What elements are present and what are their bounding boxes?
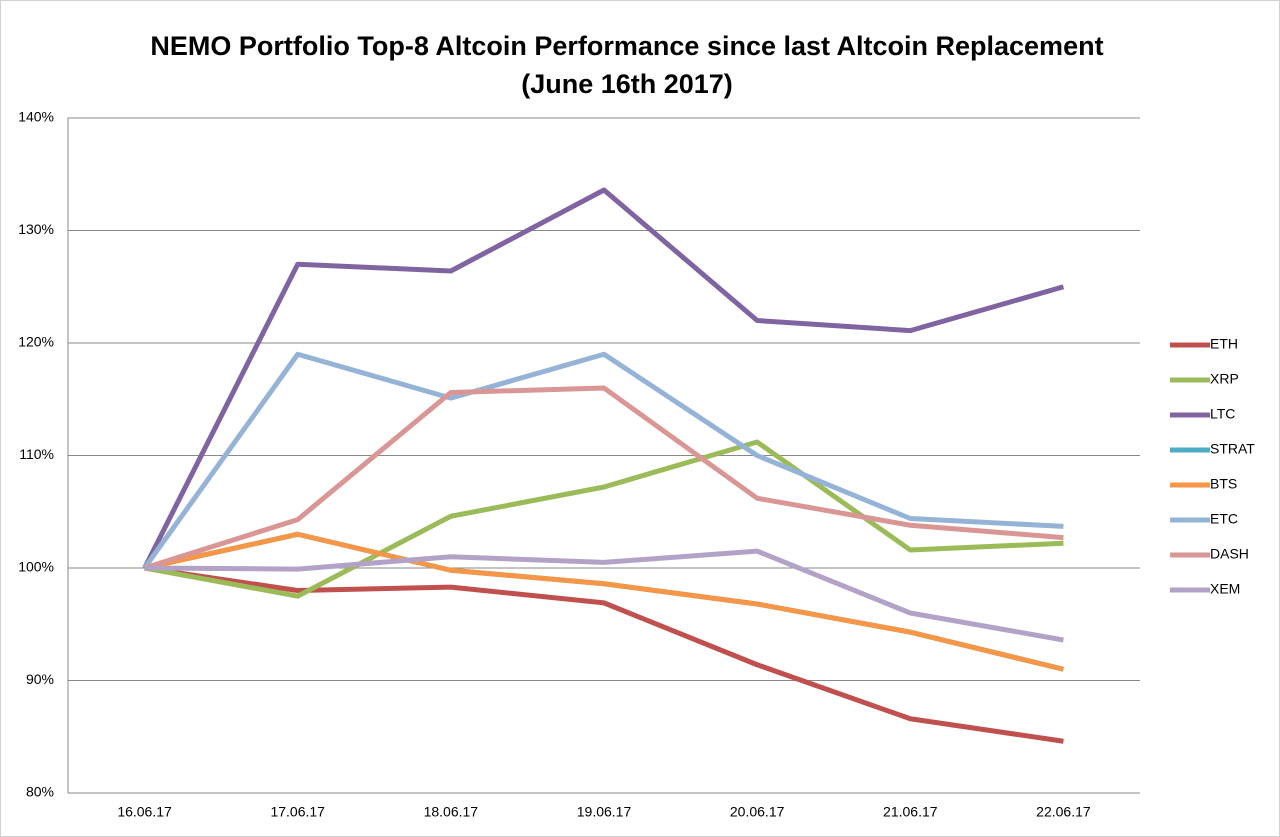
legend-label: DASH [1210,546,1249,562]
series-line [144,565,1064,744]
x-tick-label: 19.06.17 [577,804,632,820]
x-tick-label: 21.06.17 [883,804,938,820]
series-line [142,187,1065,570]
legend-label: STRAT [1210,441,1255,457]
x-tick-label: 22.06.17 [1036,804,1091,820]
chart-subtitle: (June 16th 2017) [521,69,733,99]
y-tick-label: 120% [18,334,54,350]
x-tick-label: 17.06.17 [270,804,325,820]
series-line [143,385,1064,571]
series-line [144,531,1065,672]
legend-label: BTS [1210,476,1237,492]
y-tick-label: 100% [18,559,54,575]
legend-label: LTC [1210,406,1235,422]
legend-label: XEM [1210,581,1240,597]
series-line [144,548,1064,643]
y-tick-label: 130% [18,221,54,237]
legend-label: XRP [1210,371,1239,387]
series-line [142,351,1064,570]
y-tick-label: 110% [19,446,54,462]
x-tick-label: 16.06.17 [117,804,172,820]
legend-label: ETC [1210,511,1238,527]
y-tick-label: 80% [26,784,54,800]
y-tick-label: 90% [26,671,54,687]
chart-title: NEMO Portfolio Top-8 Altcoin Performance… [150,31,1103,61]
y-tick-label: 140% [18,109,54,125]
x-tick-label: 20.06.17 [730,804,785,820]
x-tick-label: 18.06.17 [424,804,479,820]
series-line [144,439,1064,599]
legend-label: ETH [1210,336,1238,352]
